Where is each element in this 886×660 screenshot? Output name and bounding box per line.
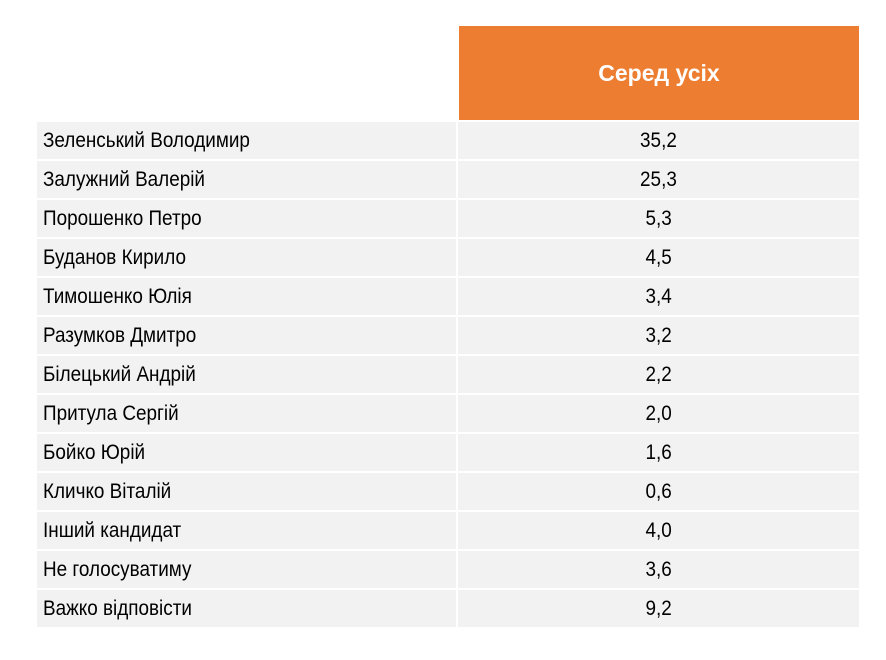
candidate-name-cell: Тимошенко Юлія <box>37 278 456 315</box>
candidate-name-cell: Білецький Андрій <box>37 356 456 393</box>
candidate-name: Не голосуватиму <box>43 557 192 581</box>
percentage-value: 3,4 <box>645 284 672 308</box>
candidate-name-cell: Порошенко Петро <box>37 200 456 237</box>
table-row: Білецький Андрій 2,2 <box>37 356 859 393</box>
candidate-name-cell: Буданов Кирило <box>37 239 456 276</box>
percentage-value: 1,6 <box>645 440 672 464</box>
percentage-value: 9,2 <box>645 596 672 620</box>
percentage-value: 4,0 <box>645 518 672 542</box>
candidate-name: Білецький Андрій <box>43 362 196 386</box>
table-row: Кличко Віталій 0,6 <box>37 473 859 510</box>
candidate-name-cell: Притула Сергій <box>37 395 456 432</box>
percentage-value: 4,5 <box>645 245 672 269</box>
table-row: Важко відповісти 9,2 <box>37 590 859 627</box>
candidate-name-cell: Важко відповісти <box>37 590 456 627</box>
candidate-name-cell: Інший кандидат <box>37 512 456 549</box>
percentage-cell: 35,2 <box>458 122 859 159</box>
candidate-name: Тимошенко Юлія <box>43 284 192 308</box>
percentage-cell: 3,2 <box>458 317 859 354</box>
percentage-cell: 4,5 <box>458 239 859 276</box>
candidate-name-cell: Кличко Віталій <box>37 473 456 510</box>
candidate-name: Інший кандидат <box>43 518 182 542</box>
candidate-name: Важко відповісти <box>43 596 192 620</box>
table-row: Зеленський Володимир 35,2 <box>37 122 859 159</box>
percentage-value: 35,2 <box>640 128 677 152</box>
candidate-name-cell: Залужний Валерій <box>37 161 456 198</box>
candidate-name: Разумков Дмитро <box>43 323 197 347</box>
percentage-value: 25,3 <box>640 167 677 191</box>
candidate-name-cell: Не голосуватиму <box>37 551 456 588</box>
table-row: Не голосуватиму 3,6 <box>37 551 859 588</box>
candidate-name: Порошенко Петро <box>43 206 202 230</box>
table-row: Буданов Кирило 4,5 <box>37 239 859 276</box>
candidate-name: Буданов Кирило <box>43 245 186 269</box>
candidate-name-cell: Зеленський Володимир <box>37 122 456 159</box>
table-row: Порошенко Петро 5,3 <box>37 200 859 237</box>
percentage-cell: 0,6 <box>458 473 859 510</box>
column-header-label: Серед усіх <box>598 59 720 86</box>
candidate-name: Бойко Юрій <box>43 440 146 464</box>
percentage-value: 2,0 <box>645 401 672 425</box>
table-row: Інший кандидат 4,0 <box>37 512 859 549</box>
percentage-cell: 25,3 <box>458 161 859 198</box>
candidate-name: Кличко Віталій <box>43 479 172 503</box>
candidate-name: Притула Сергій <box>43 401 179 425</box>
percentage-value: 0,6 <box>645 479 672 503</box>
column-header-among-all: Серед усіх <box>459 26 859 120</box>
percentage-value: 5,3 <box>645 206 672 230</box>
percentage-cell: 4,0 <box>458 512 859 549</box>
percentage-value: 3,6 <box>645 557 672 581</box>
table-row: Разумков Дмитро 3,2 <box>37 317 859 354</box>
percentage-value: 3,2 <box>645 323 672 347</box>
percentage-cell: 9,2 <box>458 590 859 627</box>
table-row: Притула Сергій 2,0 <box>37 395 859 432</box>
candidate-name-cell: Бойко Юрій <box>37 434 456 471</box>
candidate-name: Зеленський Володимир <box>43 128 250 152</box>
percentage-cell: 3,4 <box>458 278 859 315</box>
candidate-name: Залужний Валерій <box>43 167 205 191</box>
table-row: Тимошенко Юлія 3,4 <box>37 278 859 315</box>
results-table: Зеленський Володимир 35,2 Залужний Валер… <box>37 122 859 629</box>
percentage-cell: 5,3 <box>458 200 859 237</box>
percentage-cell: 3,6 <box>458 551 859 588</box>
percentage-cell: 1,6 <box>458 434 859 471</box>
table-row: Залужний Валерій 25,3 <box>37 161 859 198</box>
table-row: Бойко Юрій 1,6 <box>37 434 859 471</box>
candidate-name-cell: Разумков Дмитро <box>37 317 456 354</box>
percentage-cell: 2,0 <box>458 395 859 432</box>
percentage-cell: 2,2 <box>458 356 859 393</box>
percentage-value: 2,2 <box>645 362 672 386</box>
